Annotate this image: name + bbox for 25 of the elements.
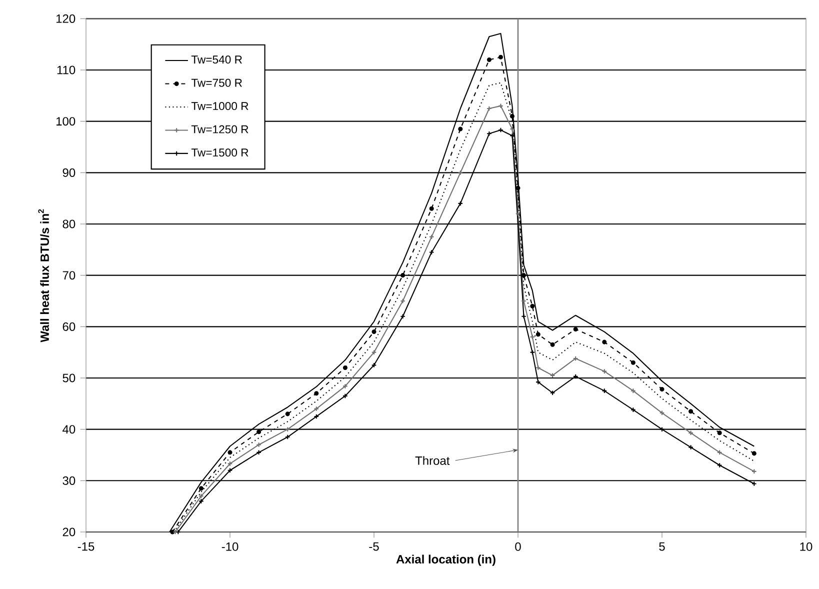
x-tick-label: -5 [369,542,379,551]
x-tick-label: 10 [800,542,812,551]
y-axis-title: Wall heat flux BTU/s in$^{2}$ [38,209,50,342]
x-tick-label: 5 [659,542,665,551]
legend-label: Tw=1500 R [191,148,248,157]
y-tick-label: 60 [62,322,76,331]
x-tick-label: -10 [222,542,238,551]
y-tick-label: 40 [62,425,76,434]
y-tick-label: 50 [62,374,76,382]
y-tick-label: 90 [62,168,76,177]
y-tick-label: 100 [56,117,76,126]
legend-label: Tw=540 R [191,56,242,64]
y-tick-label: 120 [56,14,76,23]
x-tick-label: 0 [515,542,521,551]
legend-label: Tw=1000 R [191,102,248,110]
y-tick-label: 20 [62,528,76,536]
x-tick-label: -15 [78,542,94,551]
y-tick-label: 80 [62,220,76,228]
annotation: Throat [415,456,450,465]
legend-label: Tw=1250 R [191,125,248,134]
y-tick-label: 30 [62,476,76,485]
x-axis-title: Axial location (in) [396,554,496,566]
legend-label: Tw=750 R [191,78,242,87]
y-tick-label: 110 [57,66,76,74]
y-tick-label: 70 [62,271,76,280]
